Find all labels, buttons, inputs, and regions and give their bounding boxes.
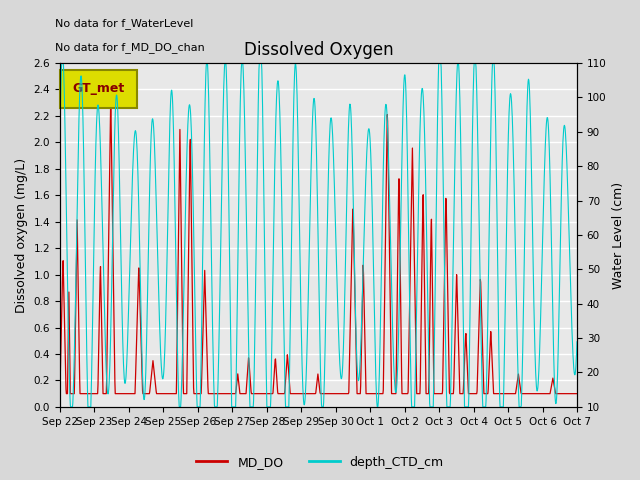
Text: GT_met: GT_met [72,83,125,96]
Text: No data for f_MD_DO_chan: No data for f_MD_DO_chan [55,42,205,53]
Text: No data for f_WaterLevel: No data for f_WaterLevel [55,18,193,29]
Y-axis label: Water Level (cm): Water Level (cm) [612,181,625,288]
Legend: MD_DO, depth_CTD_cm: MD_DO, depth_CTD_cm [191,451,449,474]
FancyBboxPatch shape [60,70,138,108]
Title: Dissolved Oxygen: Dissolved Oxygen [244,41,393,59]
Y-axis label: Dissolved oxygen (mg/L): Dissolved oxygen (mg/L) [15,157,28,312]
